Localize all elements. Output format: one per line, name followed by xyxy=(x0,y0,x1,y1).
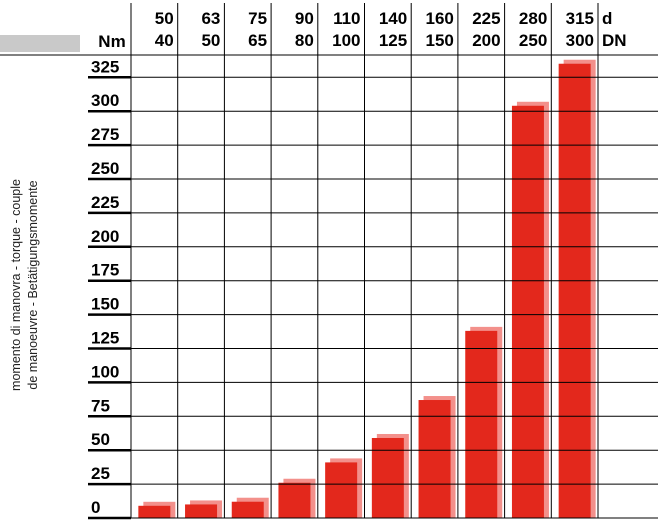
bar xyxy=(278,482,311,518)
column-label-dn: 80 xyxy=(295,31,314,50)
column-label-dn: 300 xyxy=(566,31,594,50)
y-tick-label: 225 xyxy=(91,193,119,212)
y-tick-label: 275 xyxy=(91,125,119,144)
column-label-dn: 150 xyxy=(426,31,454,50)
column-label-d: 90 xyxy=(295,9,314,28)
y-tick-label: 200 xyxy=(91,227,119,246)
y-tick-label: 325 xyxy=(91,57,119,76)
bar xyxy=(418,400,451,518)
column-label-dn: 200 xyxy=(472,31,500,50)
y-tick-label: 100 xyxy=(91,362,119,381)
y-tick-label: 150 xyxy=(91,295,119,314)
bar xyxy=(231,501,264,518)
bar xyxy=(371,437,404,518)
column-label-dn: 65 xyxy=(248,31,267,50)
column-label-d: 110 xyxy=(333,9,360,28)
y-tick-label: 0 xyxy=(91,498,100,517)
bar xyxy=(558,63,591,519)
y-tick-label: 250 xyxy=(91,159,119,178)
row-label-dn: DN xyxy=(602,31,627,50)
row-label-d: d xyxy=(602,9,612,28)
bar xyxy=(138,505,171,518)
column-label-dn: 125 xyxy=(379,31,407,50)
column-label-d: 140 xyxy=(379,9,407,28)
header-group: Nm 50 40 63 50 75 65 90 80 110 100 140 125 160 150 225… xyxy=(98,9,626,51)
column-label-dn: 100 xyxy=(332,31,360,50)
header-band xyxy=(0,35,80,52)
column-label-dn: 40 xyxy=(155,31,174,50)
bar xyxy=(511,105,544,518)
y-tick-label: 25 xyxy=(91,464,110,483)
column-label-d: 63 xyxy=(201,9,220,28)
y-axis-title-line-1: momento di manovra - torque - couple xyxy=(9,179,23,391)
bar xyxy=(185,504,218,518)
bar xyxy=(465,330,498,518)
column-label-d: 280 xyxy=(519,9,547,28)
y-unit-label: Nm xyxy=(98,32,125,51)
column-label-d: 75 xyxy=(248,9,267,28)
column-label-d: 50 xyxy=(155,9,174,28)
y-tick-label: 50 xyxy=(91,430,110,449)
y-tick-label: 175 xyxy=(91,261,119,280)
column-label-dn: 250 xyxy=(519,31,547,50)
y-axis-title-line-2: de manoeuvre - Betätigungsmomente xyxy=(26,180,40,389)
column-label-d: 315 xyxy=(566,9,594,28)
bar xyxy=(325,462,358,518)
y-axis-title: momento di manovra - torque - couple de … xyxy=(9,179,40,391)
y-tick-label: 300 xyxy=(91,91,119,110)
column-label-d: 160 xyxy=(426,9,454,28)
grid-group xyxy=(0,3,658,520)
y-tick-label: 75 xyxy=(91,396,110,415)
column-label-dn: 50 xyxy=(201,31,220,50)
column-label-d: 225 xyxy=(472,9,500,28)
bars-group xyxy=(138,59,596,519)
y-tick-label: 125 xyxy=(91,329,119,348)
